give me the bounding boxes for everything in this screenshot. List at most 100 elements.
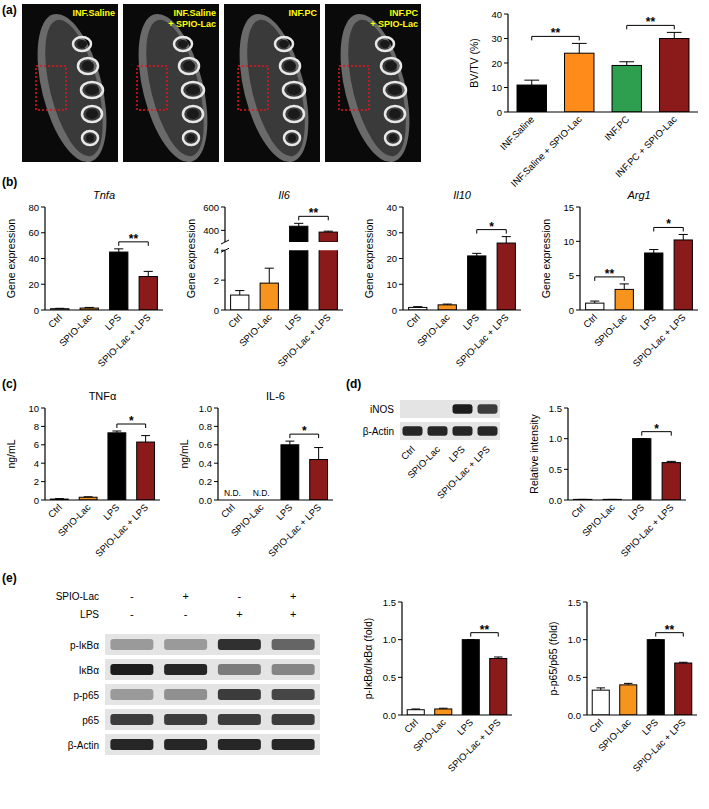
plot-area	[50, 431, 154, 500]
root	[284, 106, 304, 122]
y-tick-label: 2	[214, 275, 219, 286]
y-tick-label: 0.5	[383, 672, 396, 683]
significance-label: *	[666, 217, 671, 231]
y-tick	[41, 232, 45, 233]
significance-label: *	[129, 414, 134, 428]
x-tick-label: LPS	[640, 717, 660, 737]
significance-label: *	[302, 424, 307, 438]
y-axis	[586, 602, 587, 715]
y-tick	[41, 258, 45, 259]
plot-area	[517, 32, 689, 112]
error-bar	[524, 80, 539, 85]
x-tick-label: Ctrl	[587, 717, 605, 735]
y-tick-label: 30	[386, 227, 397, 238]
roi	[137, 66, 167, 110]
chart-title: Il10	[453, 189, 472, 201]
x-tick-label: INF.PC + SPIO-Lac	[613, 113, 679, 179]
y-tick	[221, 280, 225, 281]
x-tick-label: SPIO-Lac + LPS	[95, 312, 152, 369]
blot-band	[110, 714, 153, 725]
blot-band	[164, 664, 207, 675]
y-tick	[399, 258, 403, 259]
blot-strip	[105, 659, 320, 680]
bar	[662, 463, 680, 500]
blot-band	[164, 739, 207, 750]
bone	[227, 7, 322, 169]
x-axis	[568, 499, 686, 500]
y-tick-label: 1.0	[383, 634, 396, 645]
x-tick-label: SPIO-Lac	[592, 311, 629, 348]
root	[280, 58, 300, 74]
root	[183, 106, 203, 122]
error-bar	[55, 308, 64, 309]
bar	[468, 256, 486, 310]
x-tick-label: Ctrl	[569, 502, 587, 520]
error-bar	[235, 291, 244, 295]
blot-strip	[105, 734, 320, 755]
y-tick	[398, 639, 402, 640]
error-bar	[285, 441, 294, 445]
bar	[565, 53, 594, 112]
y-tick-label: 0.2	[199, 476, 212, 487]
image-label: + SPIO-Lac	[370, 19, 418, 29]
x-tick-label: LPS	[638, 312, 658, 332]
blot-band	[164, 714, 207, 725]
western-blot: iNOSβ-ActinCtrlSPIO-LacLPSSPIO-Lac + LPS	[363, 400, 500, 501]
x-tick-label: LPS	[283, 312, 303, 332]
x-axis	[225, 309, 343, 310]
x-tick-label: SPIO-Lac + LPS	[275, 312, 332, 369]
x-tick-label: LPS	[455, 717, 475, 737]
root-canal	[284, 61, 296, 71]
blot-row-label: β-Actin	[68, 740, 99, 751]
y-axis	[224, 207, 225, 242]
condition-sign: -	[184, 608, 188, 620]
bar	[281, 445, 299, 500]
y-tick-label: 1.5	[568, 597, 581, 608]
marrow	[34, 14, 114, 161]
axis-break	[221, 240, 229, 244]
blot-band	[218, 639, 261, 650]
root-canal	[388, 85, 402, 95]
image-label: INF.Saline	[72, 8, 115, 18]
y-tick-label: 400	[203, 225, 219, 236]
error-bar	[144, 271, 153, 276]
root	[385, 106, 405, 122]
bar-chart: 0.00.51.01.5CtrlSPIO-LacLPSSPIO-Lac + LP…	[528, 403, 686, 559]
y-tick	[576, 310, 580, 311]
error-bar	[502, 237, 511, 243]
y-axis	[44, 408, 45, 500]
y-tick-label: 5	[569, 270, 574, 281]
y-axis-label: ng/mL	[5, 439, 17, 468]
bar	[438, 305, 456, 310]
plot-area	[281, 441, 328, 500]
condition-sign: +	[290, 608, 296, 620]
x-tick-label: SPIO-Lac + LPS	[445, 717, 502, 774]
error-bar	[649, 250, 658, 253]
blot-band	[478, 426, 498, 436]
error-bar	[596, 688, 605, 690]
y-tick	[41, 463, 45, 464]
bar	[310, 460, 328, 500]
y-tick-label: 4	[214, 245, 219, 256]
bar	[110, 252, 128, 310]
significance-label: *	[654, 422, 659, 436]
bar	[645, 253, 663, 310]
y-tick-label: 20	[28, 279, 39, 290]
x-tick-label: Ctrl	[402, 717, 420, 735]
y-tick	[214, 426, 218, 427]
chart-title: IL-6	[266, 390, 285, 402]
x-tick-label: SPIO-Lac + LPS	[453, 312, 510, 369]
y-tick-label: 2	[34, 476, 39, 487]
blot-row-label: p-p65	[73, 690, 99, 701]
error-bar	[141, 436, 150, 442]
panel-label: (c)	[2, 377, 17, 391]
root	[284, 131, 300, 145]
image-label: INF.Saline	[173, 8, 216, 18]
y-tick	[504, 63, 508, 64]
panel-label: (b)	[2, 175, 17, 189]
bar	[674, 240, 692, 310]
blot-band	[272, 739, 315, 750]
blot-band	[272, 639, 315, 650]
root-canal	[85, 85, 99, 95]
y-tick-label: 0.0	[568, 710, 581, 721]
